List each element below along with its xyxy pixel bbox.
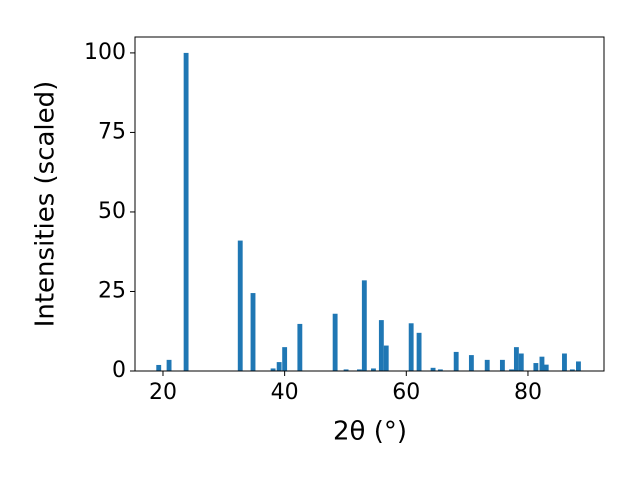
bar <box>270 368 276 371</box>
y-tick-label: 0 <box>112 358 126 383</box>
bar <box>533 363 539 371</box>
bar <box>576 361 581 371</box>
bar <box>539 356 545 371</box>
bar <box>237 240 243 371</box>
bar <box>437 369 443 371</box>
bar <box>484 359 490 371</box>
y-tick-label: 25 <box>98 278 126 303</box>
bar <box>378 320 384 371</box>
bar <box>562 353 567 371</box>
bar <box>416 332 422 371</box>
x-tick-label: 40 <box>271 380 299 405</box>
bar <box>361 280 367 371</box>
bar <box>383 345 389 371</box>
y-tick-label: 50 <box>98 199 126 224</box>
bar <box>430 367 436 371</box>
y-tick-label: 100 <box>84 40 126 65</box>
bar <box>282 347 288 371</box>
y-tick-label: 75 <box>98 119 126 144</box>
bar <box>371 368 376 371</box>
bar <box>408 323 414 371</box>
y-axis-label: Intensities (scaled) <box>31 81 61 328</box>
bar <box>250 293 256 371</box>
bar <box>453 351 459 371</box>
bar <box>297 323 303 371</box>
x-axis-label: 2θ (°) <box>333 417 407 447</box>
bar <box>569 369 575 371</box>
bar <box>276 362 282 371</box>
bar <box>513 347 519 371</box>
bar <box>332 313 338 371</box>
bar <box>166 359 172 371</box>
x-tick-label: 60 <box>392 380 420 405</box>
x-tick-label: 20 <box>149 380 177 405</box>
bar <box>509 369 514 371</box>
bar <box>343 369 349 371</box>
x-tick-label: 80 <box>514 380 542 405</box>
bar <box>156 364 162 371</box>
bar <box>357 369 362 371</box>
bar <box>518 353 524 371</box>
bar <box>543 364 549 371</box>
bar <box>183 52 189 372</box>
plot-frame <box>134 36 605 372</box>
bar <box>468 355 474 371</box>
bar <box>499 359 505 371</box>
